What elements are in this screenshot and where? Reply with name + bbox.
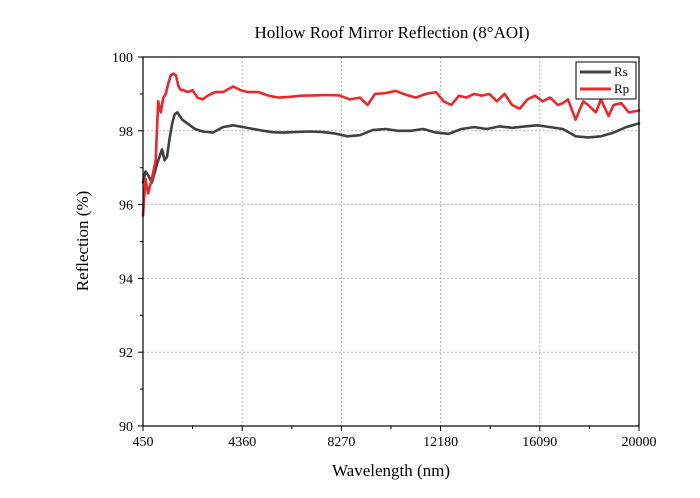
legend: Rs Rp [575, 61, 637, 100]
x-tick-label: 450 [133, 435, 154, 450]
legend-label-rp: Rp [614, 81, 629, 96]
x-tick-label: 20000 [622, 435, 657, 450]
x-axis-title: Wavelength (nm) [332, 461, 450, 480]
plot-frame [142, 56, 640, 427]
legend-label-rs: Rs [614, 64, 628, 79]
y-axis-title: Reflection (%) [73, 191, 92, 292]
y-tick-label: 90 [119, 420, 133, 435]
x-tick-label: 16090 [522, 435, 557, 450]
chart-title: Hollow Roof Mirror Reflection (8°AOI) [255, 23, 530, 42]
y-tick-label: 92 [119, 346, 133, 361]
y-tick-label: 94 [119, 272, 133, 287]
series-line-rs [141, 111, 641, 184]
x-tick-label: 8270 [327, 435, 355, 450]
grid-lines [143, 57, 639, 426]
axis-ticks: 450 4360 8270 12180 16090 20000 90 92 94 96 98 100 [112, 51, 657, 450]
x-tick-label: 12180 [423, 435, 458, 450]
y-tick-label: 98 [119, 125, 133, 140]
legend-box [575, 61, 637, 100]
y-tick-label: 96 [119, 199, 133, 214]
y-tick-label: 100 [112, 51, 133, 66]
series-line-rp [141, 72, 641, 217]
series-lines [141, 72, 641, 217]
x-tick-label: 4360 [228, 435, 256, 450]
